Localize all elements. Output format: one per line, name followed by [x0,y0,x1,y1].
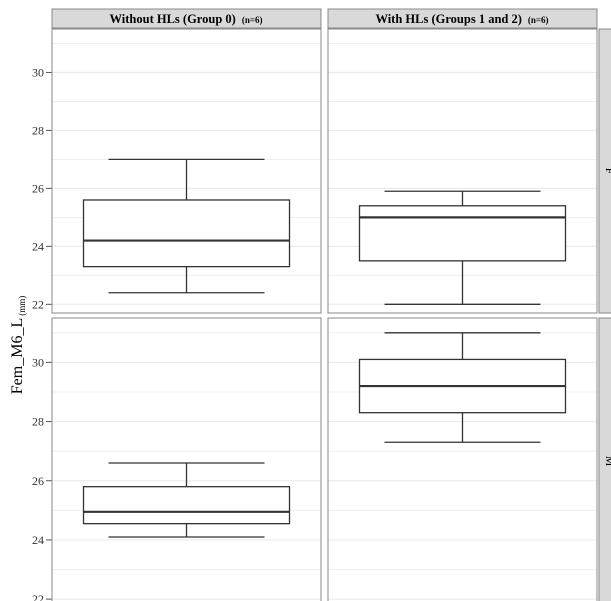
panel-border [327,28,598,314]
y-tick-label: 24 [32,533,44,547]
row-strip-1: M [598,317,611,601]
panels: 22 24 26 28 30 22 24 26 28 30 [32,28,598,601]
panel-border [327,317,598,601]
box-iqr [82,486,291,525]
y-tick-label: 30 [32,65,44,79]
panel-border [51,28,322,314]
row-strips: F M [598,28,611,601]
panel-1-1 [327,317,598,601]
panel-background [52,318,321,601]
panel-0-1 [327,28,598,314]
column-strip-label: With HLs (Groups 1 and 2) (n=6) [375,12,548,26]
row-strip-label: M [603,456,611,467]
y-axis-unit: (mm) [17,296,27,316]
panel-0-0 [51,28,322,314]
column-strip-0: Without HLs (Group 0) (n=6) [51,8,322,29]
panel-border [51,317,322,601]
y-tick-label: 26 [32,474,44,488]
y-tick-label: 26 [32,181,44,195]
column-strips: Without HLs (Group 0) (n=6) With HLs (Gro… [51,8,598,29]
column-strip-1: With HLs (Groups 1 and 2) (n=6) [327,8,598,29]
box-iqr [358,205,567,262]
y-axis-label: Fem_M6_L [9,318,26,394]
y-tick-label: 30 [32,355,44,369]
y-tick-label: 24 [32,239,44,253]
y-tick-label: 28 [32,415,44,429]
y-axis-title: Fem_M6_L (mm) [9,296,27,394]
panel-1-0 [51,317,322,601]
svg-text:Fem_M6_L(mm): Fem_M6_L (mm) [9,296,27,394]
y-tick-label: 28 [32,123,44,137]
row-strip-label: F [603,168,611,175]
y-tick-label: 22 [32,592,44,601]
y-tick-label: 22 [32,297,44,311]
column-strip-label: Without HLs (Group 0) (n=6) [110,12,263,26]
row-strip-0: F [598,28,611,314]
box-iqr [82,199,291,268]
